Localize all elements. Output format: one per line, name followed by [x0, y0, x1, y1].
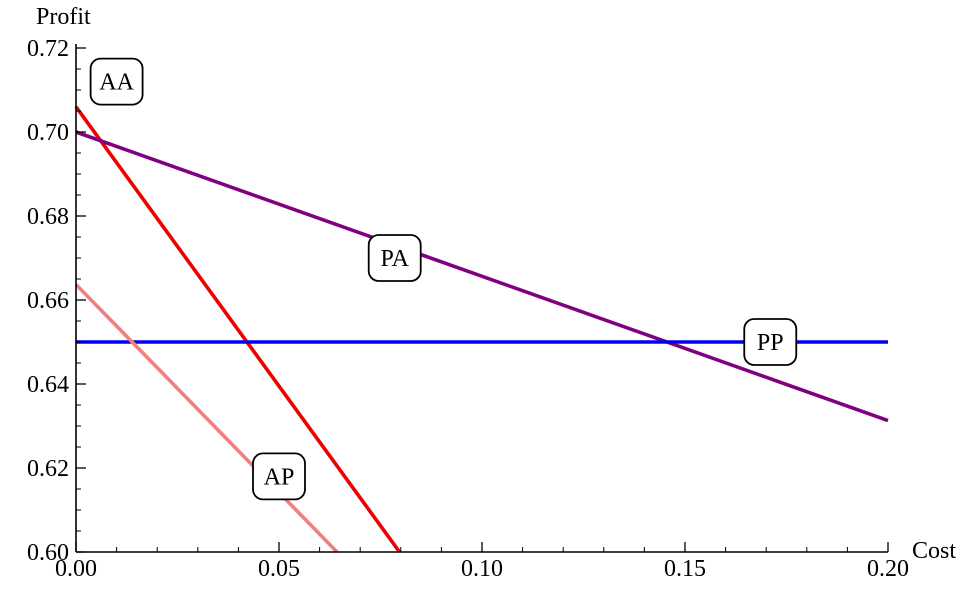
axes: 0.00 0.05 0.10 0.15 0.20 0.600.620.640.660.6…	[27, 4, 956, 582]
series-label-ap: AP	[252, 452, 306, 501]
series-label-pp: PP	[743, 318, 798, 366]
series-line-aa	[74, 105, 402, 554]
y-tick-label: 0.64	[27, 372, 69, 398]
series-lines	[74, 105, 889, 554]
series-line-pa	[75, 130, 889, 423]
y-tick-label: 0.70	[27, 120, 69, 146]
x-minor-ticks	[116, 547, 848, 552]
series-labels: AA PA PP AP	[89, 57, 798, 501]
y-tick-label: 0.72	[27, 36, 69, 62]
y-tick-label: 0.62	[27, 456, 69, 482]
x-tick-label: 0.10	[461, 556, 503, 582]
x-tick-label: 0.15	[664, 556, 706, 582]
series-label-box	[743, 318, 798, 366]
series-label-text: PA	[380, 246, 409, 272]
series-label-pa: PA	[367, 234, 422, 282]
y-tick-label: 0.60	[27, 540, 69, 566]
x-ticks: 0.00 0.05 0.10 0.15 0.20	[55, 542, 909, 582]
y-axis-label: Profit	[36, 4, 91, 30]
series-label-text: AP	[264, 464, 295, 490]
y-tick-label: 0.66	[27, 288, 69, 314]
series-label-box	[252, 452, 306, 501]
y-ticks: 0.60 0.62 0.64 0.66 0.68 0.70 0.72	[27, 36, 86, 566]
series-label-text: AA	[99, 70, 134, 96]
x-tick-label: 0.00	[55, 556, 97, 582]
series-label-aa: AA	[89, 57, 144, 106]
series-label-text: PP	[757, 330, 784, 356]
series-label-box	[89, 57, 144, 106]
y-minor-ticks	[76, 68, 81, 532]
y-tick-label: 0.68	[27, 204, 69, 230]
x-tick-label: 0.20	[867, 556, 909, 582]
x-axis-label: Cost	[912, 538, 956, 564]
series-line-ap	[74, 283, 339, 554]
series-label-box	[367, 234, 422, 282]
x-tick-label: 0.05	[258, 556, 300, 582]
